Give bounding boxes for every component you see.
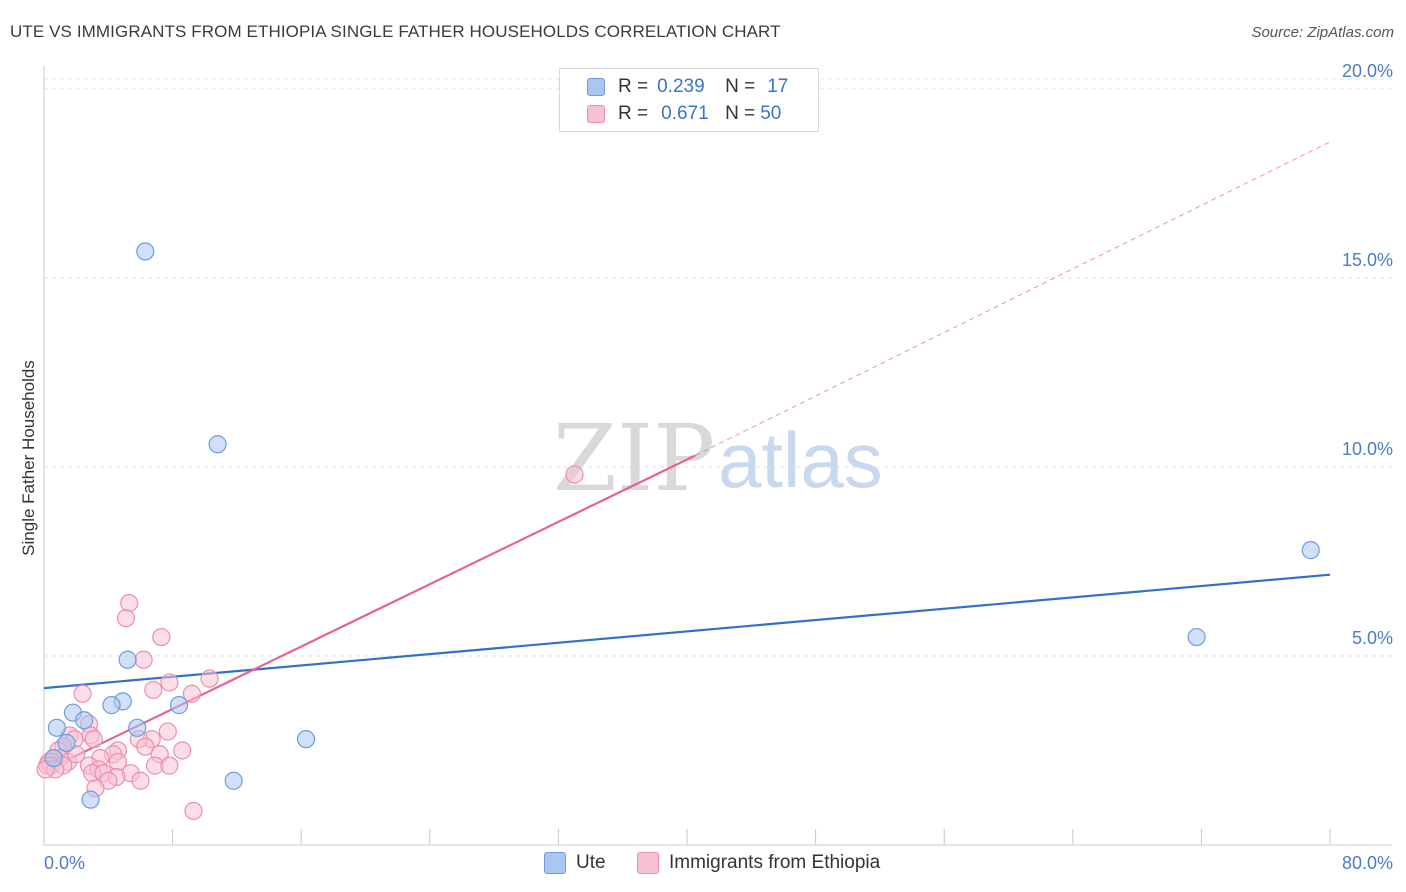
tick-labels: 5.0% 10.0% 15.0% 20.0% 0.0% 80.0% [44,61,1393,873]
data-point [81,790,100,809]
watermark: ZIP atlas [553,405,883,512]
data-point [200,669,219,688]
data-point [73,684,92,703]
data-point [136,242,155,261]
data-point [84,730,103,749]
data-point [224,771,243,790]
data-point [173,741,192,760]
data-point [131,771,150,790]
watermark-atlas: atlas [718,416,883,504]
trend-lines [43,141,1331,773]
y-tick-label: 15.0% [1342,250,1393,270]
legend-swatch-ethiopia [587,105,605,123]
source-label: Source: ZipAtlas.com [1251,24,1394,41]
correlation-legend: R = 0.239 N = 17 R = 0.671 N = 50 [559,68,819,132]
data-point [296,730,316,749]
y-tick-label: 5.0% [1352,628,1393,648]
data-point [144,680,163,700]
y-axis-label: Single Father Households [19,360,38,556]
gridlines [44,78,1392,657]
data-points [36,242,1320,821]
legend-r-value-ethiopia: 0.671 [661,103,709,124]
data-point [128,718,147,737]
data-point [1187,627,1206,647]
data-point [134,650,153,669]
data-point [102,696,121,715]
data-point [75,711,94,730]
data-point [57,733,76,753]
data-point [208,435,227,454]
legend-swatch-ute [544,852,566,874]
y-tick-label: 20.0% [1342,61,1393,81]
data-point [169,696,189,715]
data-point [160,756,179,775]
legend-r-label: R = [618,103,649,124]
legend-swatch-ute [587,78,605,96]
legend-r-value-ute: 0.239 [657,76,705,97]
legend-n-label: N = [725,103,756,124]
data-point [120,593,139,613]
legend-n-label: N = [725,76,756,97]
chart-title: UTE VS IMMIGRANTS FROM ETHIOPIA SINGLE F… [10,22,781,41]
data-point [152,627,171,647]
legend-row-ute: R = 0.239 N = 17 [560,73,788,101]
y-tick-label: 10.0% [1342,439,1393,459]
data-point [184,801,203,821]
data-point [47,718,66,737]
data-point [158,722,177,741]
legend-item-ute[interactable]: Ute [544,852,606,874]
trend-line [43,573,1331,690]
legend-n-value-ethiopia: 50 [760,103,782,124]
legend-n-value-ute: 17 [767,76,789,97]
legend-label-ute: Ute [576,852,606,873]
legend-r-label: R = [618,76,649,97]
trend-line [43,454,696,773]
x-tick-label: 80.0% [1342,853,1393,873]
trend-line-extension [694,141,1331,457]
data-point [160,673,179,692]
data-point [44,748,63,768]
legend-row-ethiopia: R = 0.671 N = 50 [560,100,781,128]
legend-item-ethiopia[interactable]: Immigrants from Ethiopia [637,852,880,874]
x-tick-label: 0.0% [44,853,85,873]
data-point [116,609,136,628]
legend-swatch-ethiopia [637,852,659,874]
axes [43,66,1392,846]
data-point [118,650,137,669]
legend-label-ethiopia: Immigrants from Ethiopia [669,852,881,873]
series-legend: Ute Immigrants from Ethiopia [0,852,1406,878]
data-point [136,737,155,756]
data-point [565,465,584,484]
data-point [1301,541,1320,560]
data-point [182,684,201,703]
